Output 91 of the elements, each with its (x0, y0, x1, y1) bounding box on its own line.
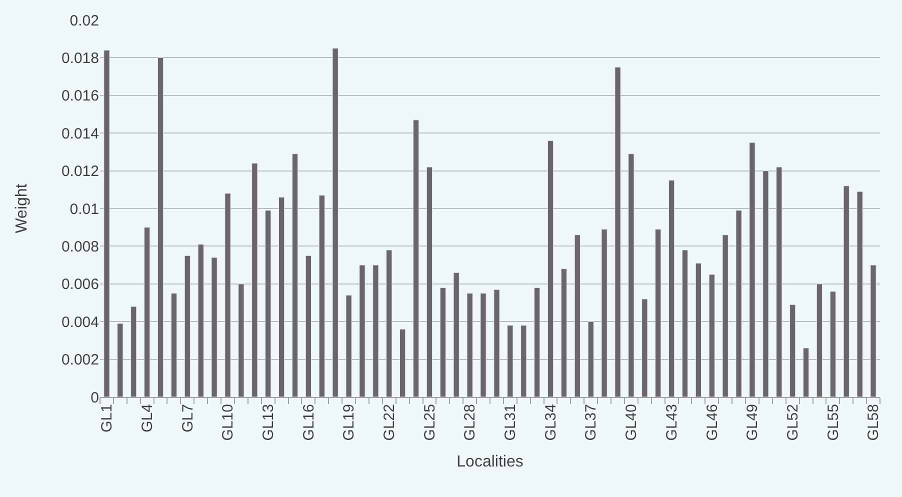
bar (224, 193, 231, 397)
bar (440, 287, 446, 397)
bar (722, 234, 728, 397)
bar (318, 195, 325, 397)
bar (534, 287, 540, 397)
x-tick-label: GL58 (865, 404, 882, 441)
x-tick-label: GL40 (623, 404, 640, 441)
bar (668, 180, 675, 397)
bar (480, 293, 486, 397)
x-tick-label: GL16 (300, 404, 318, 441)
bar (830, 291, 836, 397)
bar (520, 325, 527, 397)
x-tick-label: GL55 (824, 404, 842, 441)
bar (790, 304, 796, 397)
bar (655, 228, 662, 397)
bar (130, 306, 137, 397)
y-tick-label: 0.01 (70, 200, 99, 218)
x-tick-label: GL4 (138, 404, 156, 432)
x-tick-label: GL46 (704, 404, 721, 441)
bar (372, 264, 379, 397)
y-tick-label: 0.012 (61, 163, 99, 180)
y-tick-label: 0.014 (61, 125, 99, 142)
x-tick-label: GL49 (744, 404, 762, 441)
y-tick-label: 0.016 (61, 88, 99, 105)
x-tick-label: GL28 (462, 404, 479, 441)
bar (736, 210, 742, 397)
bar (762, 170, 769, 397)
bar (494, 289, 500, 397)
bar (198, 244, 204, 397)
bar (332, 48, 338, 397)
y-tick-label: 0.004 (61, 314, 99, 331)
x-tick-label: GL31 (502, 404, 520, 441)
bar (265, 210, 272, 397)
bar (278, 196, 285, 397)
bar (547, 140, 554, 397)
bar (816, 284, 823, 397)
bar (695, 262, 702, 397)
x-tick-label: GL34 (542, 404, 560, 441)
bar (184, 255, 190, 397)
x-tick-label: GL10 (220, 404, 237, 441)
bar (412, 120, 420, 397)
bar (843, 186, 850, 397)
bar (560, 268, 568, 397)
bar (400, 328, 406, 397)
bar (588, 321, 594, 397)
bar (642, 298, 648, 397)
bar (170, 293, 178, 397)
bar (682, 250, 688, 397)
y-tick-label: 0.006 (61, 276, 99, 294)
bar (776, 166, 782, 397)
bar (117, 323, 124, 397)
bar (292, 154, 298, 397)
bar (507, 325, 514, 397)
x-tick-label: GL1 (98, 404, 116, 432)
bar (870, 264, 876, 397)
bar (453, 272, 460, 397)
bar (144, 227, 150, 397)
bar (749, 142, 756, 397)
x-tick-label: GL37 (582, 404, 600, 441)
bar (628, 154, 634, 397)
text: 0 (90, 389, 99, 406)
bar (252, 163, 258, 397)
bar (856, 191, 863, 397)
x-tick-label: GL25 (421, 404, 438, 441)
bar (466, 293, 473, 397)
bar (574, 234, 580, 397)
x-tick-label: GL7 (179, 404, 196, 432)
y-tick-label: 0.008 (61, 238, 99, 256)
y-tick-label: 0.002 (61, 352, 99, 369)
bar (614, 66, 621, 397)
x-tick-label: GL19 (340, 404, 358, 441)
x-tick-label: GL43 (663, 404, 680, 441)
bar (802, 348, 810, 397)
bar (157, 57, 164, 397)
y-axis-title: Weight (13, 183, 30, 234)
bar (104, 50, 110, 397)
x-tick-label: GL22 (381, 404, 398, 441)
bar (211, 257, 218, 397)
y-tick-label: 0.018 (61, 50, 99, 67)
bar (346, 294, 352, 397)
bar (601, 228, 608, 397)
bar (708, 274, 715, 397)
y-tick-label: 0.02 (70, 12, 99, 30)
x-tick-label: GL13 (260, 404, 277, 441)
bar (426, 166, 433, 397)
x-axis-title: Localities (456, 453, 524, 470)
bar (359, 264, 366, 397)
x-tick-label: GL52 (784, 404, 802, 441)
bar (305, 255, 312, 397)
bar (238, 284, 244, 397)
bar (386, 250, 392, 397)
